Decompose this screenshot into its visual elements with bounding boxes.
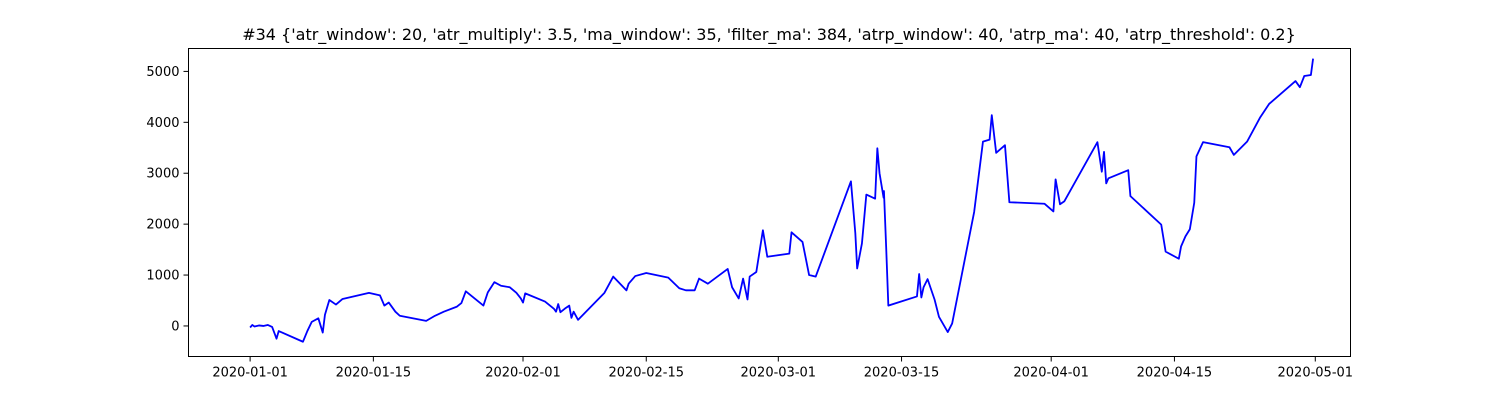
x-tick-label: 2020-04-15 [1137, 366, 1213, 381]
chart-title: #34 {'atr_window': 20, 'atr_multiply': 3… [242, 25, 1296, 45]
y-tick-label: 4000 [146, 116, 179, 131]
x-tick-label: 2020-05-01 [1278, 366, 1354, 381]
y-tick-label: 0 [171, 319, 179, 334]
series-layer [249, 58, 1314, 343]
x-tick-label: 2020-02-01 [485, 366, 561, 381]
x-tick-label: 2020-01-15 [336, 366, 412, 381]
y-axis: 0 1000 2000 3000 4000 5000 [146, 65, 189, 334]
x-tick-label: 2020-03-15 [864, 366, 940, 381]
x-tick-label: 2020-03-01 [741, 366, 817, 381]
x-axis: 2020-01-01 2020-01-15 2020-02-01 2020-02-15… [212, 356, 1354, 381]
plot-frame [188, 48, 1351, 357]
series-line-0 [249, 58, 1314, 343]
x-tick-label: 2020-04-01 [1013, 366, 1089, 381]
x-tick-label: 2020-01-01 [212, 366, 288, 381]
x-tick-label: 2020-02-15 [608, 366, 684, 381]
y-tick-label: 1000 [146, 269, 179, 284]
y-tick-label: 3000 [146, 167, 179, 182]
y-tick-label: 5000 [146, 65, 179, 80]
y-tick-label: 2000 [146, 218, 179, 233]
